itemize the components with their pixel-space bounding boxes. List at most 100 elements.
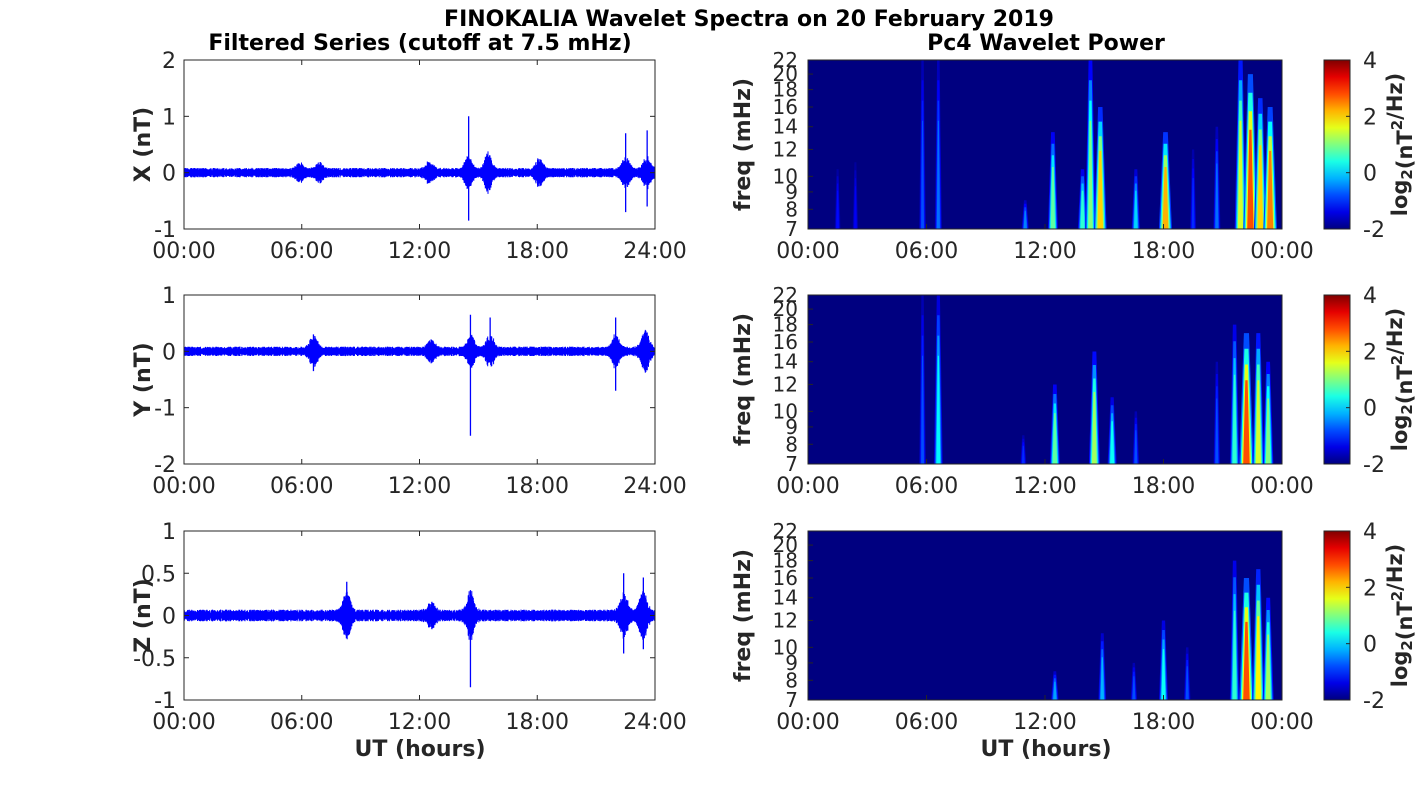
y-tick-label: 7	[785, 217, 798, 241]
power-event	[854, 186, 857, 229]
colorbar-label-part: /Hz)	[1383, 73, 1407, 120]
y-tick-label: 16	[773, 330, 798, 354]
power-event	[1100, 657, 1104, 700]
y-tick-label: -1	[154, 397, 176, 422]
y-tick-label: 12	[773, 137, 798, 161]
power-event	[1132, 676, 1136, 700]
x-tick-label: 18:00	[506, 710, 569, 735]
colorbar-tick-label: 4	[1363, 49, 1377, 74]
y-tick-label: 22	[773, 48, 798, 72]
y-tick-label: 12	[773, 372, 798, 396]
y-tick-label: 8	[785, 197, 798, 221]
x-tick-label: 06:00	[270, 239, 333, 264]
y-tick-label: 7	[785, 688, 798, 712]
timeseries-panel-y: -2 -1 0 1 00:00 06:00 12:00 18:00 24:00 Y (nT)	[131, 284, 687, 499]
x-axis-label-right: UT (hours)	[980, 737, 1111, 762]
colorbar-tick-label: 0	[1363, 162, 1377, 187]
colorbar-tick-label: 2	[1363, 340, 1377, 365]
y-axis-label: Y (nT)	[131, 342, 156, 417]
power-event	[1215, 398, 1219, 464]
colorbar-tick-label: 4	[1363, 284, 1377, 309]
y-tick-label: 0	[162, 162, 176, 187]
power-event	[1267, 150, 1274, 229]
y-tick-label: 14	[773, 115, 798, 139]
x-tick-label: 12:00	[388, 474, 451, 499]
power-event	[921, 120, 924, 229]
power-event	[1021, 445, 1025, 464]
y-tick-label: 14	[773, 350, 798, 374]
colorbar-fill	[1323, 294, 1351, 465]
heatmap-background	[808, 295, 1282, 464]
heatmap-background	[808, 531, 1282, 700]
x-tick-label: 12:00	[388, 239, 451, 264]
x-tick-label: 00:00	[1250, 474, 1313, 499]
colorbar-label-part: 2	[1388, 591, 1406, 601]
x-tick-label: 00:00	[152, 474, 215, 499]
right-column-title: Pc4 Wavelet Power	[927, 31, 1165, 56]
colorbar-label-part: (nT	[1393, 601, 1417, 641]
power-event	[1023, 210, 1027, 229]
x-tick-label: 24:00	[623, 710, 686, 735]
y-tick-label: 22	[773, 519, 798, 543]
power-event	[1134, 430, 1138, 464]
y-tick-label: 7	[785, 452, 798, 476]
x-tick-label: 18:00	[1132, 474, 1195, 499]
y-tick-label: 18	[773, 549, 798, 573]
x-tick-label: 18:00	[506, 474, 569, 499]
y-tick-label: 0	[162, 605, 176, 630]
y-tick-label: -1	[154, 218, 176, 243]
colorbar-fill	[1323, 530, 1351, 701]
colorbar-tick-label: 0	[1363, 397, 1377, 422]
power-event	[936, 120, 940, 229]
colorbar-tick-label: 4	[1363, 520, 1377, 545]
colorbar-label-part: (nT	[1393, 130, 1417, 170]
y-tick-label: -0.5	[133, 647, 176, 672]
power-event	[1247, 129, 1254, 229]
power-event	[1161, 649, 1166, 700]
y-tick-label: 16	[773, 95, 798, 119]
x-tick-label: 06:00	[895, 239, 958, 264]
colorbar-label-part: (nT	[1393, 365, 1417, 405]
power-event	[1232, 610, 1237, 700]
x-axis-label-left: UT (hours)	[354, 737, 485, 762]
left-column-title: Filtered Series (cutoff at 7.5 mHz)	[208, 31, 631, 56]
colorbar-label: log2(nT2/Hz)	[1383, 544, 1417, 688]
colorbar-tick-label: 2	[1363, 576, 1377, 601]
power-event	[1191, 178, 1195, 229]
x-tick-label: 00:00	[1250, 239, 1313, 264]
y-tick-label: 18	[773, 313, 798, 337]
y-tick-label: 9	[785, 651, 798, 675]
y-tick-label: 20	[773, 297, 798, 321]
y-tick-label: 12	[773, 608, 798, 632]
x-tick-label: 12:00	[1013, 710, 1076, 735]
x-tick-label: 12:00	[1013, 239, 1076, 264]
colorbar-tick-label: -2	[1363, 689, 1385, 714]
colorbar-tick-label: 2	[1363, 105, 1377, 130]
power-event	[1255, 616, 1261, 700]
colorbar-label-part: log	[1388, 651, 1412, 688]
y-tick-label: 16	[773, 566, 798, 590]
x-tick-label: 00:00	[776, 239, 839, 264]
power-event	[1185, 666, 1189, 700]
y-tick-label: 10	[773, 164, 798, 188]
y-tick-label: 14	[773, 586, 798, 610]
y-axis-label: X (nT)	[131, 107, 156, 182]
y-axis-label: freq (mHz)	[731, 78, 756, 211]
power-event	[1052, 413, 1058, 464]
power-event	[1050, 167, 1056, 229]
colorbar-label-part: 2	[1388, 120, 1406, 130]
colorbar-label-part: log	[1388, 415, 1412, 452]
power-event	[936, 355, 941, 464]
power-event	[1237, 120, 1244, 229]
power-event	[1053, 681, 1057, 700]
colorbar-label: log2(nT2/Hz)	[1383, 73, 1417, 217]
y-tick-label: 20	[773, 533, 798, 557]
power-event	[1080, 190, 1085, 229]
colorbar-label: log2(nT2/Hz)	[1383, 308, 1417, 452]
power-event	[1162, 167, 1169, 229]
panels-group: -1 0 12 00:00 06:00 12:00 18:00 24:00 X (nT) -2 -1…	[131, 48, 1417, 735]
